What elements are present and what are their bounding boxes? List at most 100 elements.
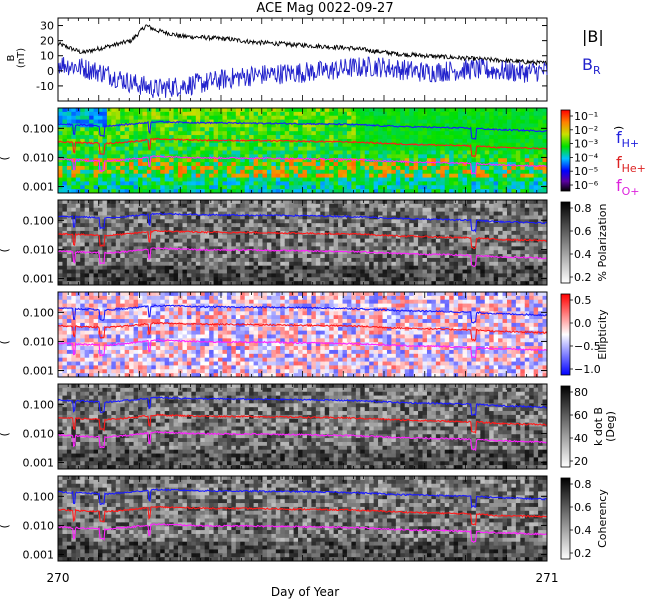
- ellipticity-colorbar: [560, 293, 571, 376]
- kdotb-colorbar-tick-label: 60: [574, 409, 588, 422]
- kdotb-spectrogram: [58, 384, 548, 470]
- kdotb-colorbar-tick-label: 40: [574, 432, 588, 445]
- polarization-colorbar-tick-label: 0.6: [574, 225, 592, 238]
- kdotb-ylabel-fragment: (: [0, 432, 11, 436]
- coherency-colorbar-tick-label: 0.2: [574, 547, 592, 560]
- coherency-hplus-line: [57, 488, 548, 509]
- power-hplus-line: [57, 120, 547, 140]
- coherency-ytick-label: 0.100: [23, 490, 55, 503]
- legend-f-heplus: fHe+: [616, 153, 646, 175]
- polarization-ytick-label: 0.010: [23, 243, 55, 256]
- polarization-ytick-label: 0.100: [23, 214, 55, 227]
- x-tick-270: 270: [47, 571, 70, 585]
- mag-ytick-label: -10: [36, 80, 54, 93]
- mag-ytick-label: 30: [40, 20, 54, 33]
- polarization-hplus-line: [57, 212, 548, 233]
- polarization-ytick-label: 0.001: [23, 273, 55, 286]
- b-r-line: [57, 56, 548, 99]
- power-colorbar-tick-label: 10⁻⁶: [574, 179, 599, 192]
- legend-f-hplus: fH+: [616, 128, 639, 150]
- ellipticity-ylabel-fragment: (: [0, 340, 11, 344]
- kdotb-colorbar-tick-label: 80: [574, 386, 588, 399]
- power-ytick-label: 0.010: [23, 151, 55, 164]
- power-ytick-label: 0.001: [23, 181, 55, 194]
- coherency-spectrogram: [58, 476, 548, 562]
- frequency-legend: fH+ fHe+ fO+: [616, 128, 646, 198]
- power-spectrogram: [58, 108, 548, 194]
- kdotb-ytick-label: 0.100: [23, 398, 55, 411]
- mag-ytick-label: 0: [47, 65, 54, 78]
- x-axis-label: Day of Year: [271, 585, 339, 599]
- kdotb-oplus-line: [57, 430, 548, 452]
- coherency-oplus-line: [57, 523, 548, 544]
- power-colorbar-tick-label: 10⁻³: [574, 138, 598, 151]
- power-colorbar-label: ): [612, 126, 625, 130]
- mag-ylabel-top: B: [6, 54, 17, 61]
- chart-title: ACE Mag 0022-09-27: [256, 1, 393, 16]
- polarization-colorbar-tick-label: 0.8: [574, 202, 592, 215]
- kdotb-colorbar-label-unit: (Deg): [604, 411, 617, 442]
- polarization-heplus-line: [57, 229, 548, 250]
- ellipticity-hplus-line: [57, 304, 548, 324]
- kdotb-hplus-line: [57, 396, 548, 417]
- mag-ylabel-bot: (nT): [16, 48, 27, 68]
- ellipticity-spectrogram: [58, 292, 548, 378]
- kdotb-colorbar: [560, 385, 571, 468]
- ellipticity-ytick-label: 0.100: [23, 306, 55, 319]
- legend-b-r-sub: R: [593, 64, 601, 77]
- coherency-colorbar-tick-label: 0.4: [574, 524, 592, 537]
- power-colorbar-tick-label: 10⁻⁴: [574, 151, 599, 164]
- legend-b-total: |B|: [582, 27, 604, 46]
- b-total-line: [57, 24, 548, 66]
- ellipticity-oplus-line: [57, 339, 548, 359]
- polarization-spectrogram: [58, 200, 548, 286]
- coherency-ylabel-fragment: (: [0, 524, 11, 528]
- power-ytick-label: 0.100: [23, 122, 55, 135]
- power-oplus-line: [57, 154, 548, 175]
- power-heplus-line: [57, 137, 548, 158]
- x-tick-271: 271: [536, 571, 559, 585]
- ellipticity-ytick-label: 0.010: [23, 335, 55, 348]
- ellipticity-colorbar-label: Ellipticity: [596, 309, 609, 360]
- coherency-ytick-label: 0.001: [23, 549, 55, 562]
- legend-b-r-main: B: [582, 55, 593, 74]
- coherency-panel: 0.100 0.010 0.001 ( 0.8 0.6 0.4 0.2 Coherency: [0, 475, 609, 562]
- power-ylabel-fragment: (: [0, 156, 11, 160]
- kdotb-ytick-label: 0.010: [23, 427, 55, 440]
- legend-b-r: BR: [582, 55, 601, 77]
- polarization-colorbar-label: % Polarization: [596, 204, 609, 282]
- ellipticity-heplus-line: [57, 321, 548, 342]
- ellipticity-colorbar-tick-label: 0.0: [574, 317, 592, 330]
- coherency-heplus-line: [57, 505, 548, 526]
- ellipticity-colorbar-tick-label: −0.5: [574, 340, 601, 353]
- polarization-oplus-line: [58, 247, 548, 267]
- mag-panel: 30 20 10 0 -10: [36, 17, 548, 102]
- coherency-colorbar-tick-label: 0.6: [574, 501, 592, 514]
- mag-ytick-label: 10: [40, 50, 54, 63]
- coherency-ytick-label: 0.010: [23, 519, 55, 532]
- legend-f-oplus: fO+: [616, 176, 640, 198]
- kdotb-colorbar-label: k dot B: [592, 407, 605, 446]
- ellipticity-ytick-label: 0.001: [23, 365, 55, 378]
- coherency-colorbar-tick-label: 0.8: [574, 478, 592, 491]
- polarization-colorbar-tick-label: 0.4: [574, 248, 592, 261]
- polarization-panel: 0.100 0.010 0.001 ( 0.8 0.6 0.4 0.2 % Polarizat…: [0, 199, 609, 286]
- ellipticity-panel: 0.100 0.010 0.001 ( 0.5 0.0 −0.5 −1.0 Elliptici…: [0, 291, 609, 378]
- coherency-colorbar-label: Coherency: [596, 489, 609, 548]
- power-colorbar-tick-label: 10⁻²: [574, 124, 598, 137]
- ellipticity-colorbar-tick-label: 0.5: [574, 294, 592, 307]
- kdotb-panel: 0.100 0.010 0.001 ( 80 60 40 20 k dot B(Deg): [0, 383, 617, 470]
- power-colorbar-tick-label: 10⁻¹: [574, 110, 598, 123]
- power-colorbar: [560, 109, 571, 192]
- ellipticity-colorbar-tick-label: −1.0: [574, 363, 601, 376]
- kdotb-colorbar-tick-label: 20: [574, 455, 588, 468]
- kdotb-heplus-line: [57, 413, 548, 435]
- coherency-colorbar: [560, 477, 571, 560]
- mag-ytick-label: 20: [40, 35, 54, 48]
- power-panel: 0.100 0.010 0.001 ( 10⁻¹10⁻²10⁻³10⁻⁴10⁻⁵10⁻…: [0, 107, 625, 194]
- polarization-ylabel-fragment: (: [0, 248, 11, 252]
- polarization-colorbar-tick-label: 0.2: [574, 271, 592, 284]
- polarization-colorbar: [560, 201, 571, 284]
- power-colorbar-tick-label: 10⁻⁵: [574, 165, 598, 178]
